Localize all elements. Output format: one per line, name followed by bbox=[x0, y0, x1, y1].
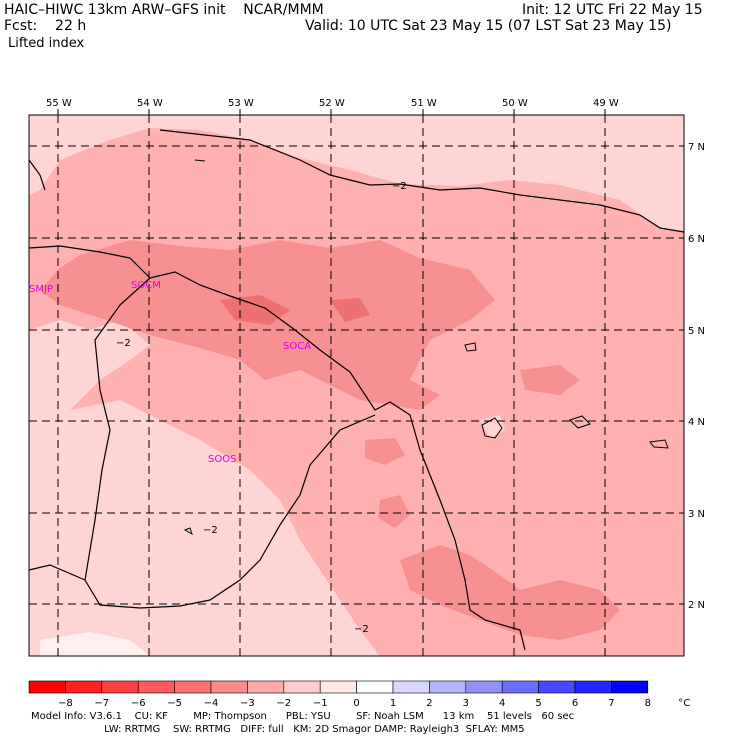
colorbar-swatch bbox=[538, 680, 576, 694]
lat-label: 7 N bbox=[688, 142, 705, 153]
lon-label: 52 W bbox=[319, 98, 345, 109]
coastlines-and-borders bbox=[28, 129, 685, 651]
station-label-smjp: SMJP bbox=[29, 284, 53, 295]
coast-north bbox=[159, 129, 685, 233]
lon-label: 49 W bbox=[593, 98, 619, 109]
lat-label: 2 N bbox=[688, 600, 705, 611]
colorbar-label: −6 bbox=[131, 698, 146, 709]
colorbar-swatch bbox=[137, 680, 175, 694]
colorbar-swatch bbox=[247, 680, 285, 694]
lat-label: 3 N bbox=[688, 509, 705, 520]
model-title: HAIC–HIWC 13km ARW–GFS init NCAR/MMM bbox=[4, 2, 324, 18]
station-label-socm: SOCM bbox=[131, 280, 161, 291]
colorbar-swatch bbox=[28, 680, 66, 694]
colorbar-labels: −8 −7 −6 −5 −4 −3 −2 −1 0 1 2 3 4 5 6 7 8 °C bbox=[58, 698, 690, 709]
colorbar-label: 2 bbox=[426, 698, 432, 709]
station-label-soos: SOOS bbox=[208, 454, 236, 465]
contour-label: −2 bbox=[354, 624, 369, 635]
lifted-index-field-minus3-blob bbox=[378, 495, 410, 528]
colorbar-label: −4 bbox=[204, 698, 219, 709]
lat-label: 4 N bbox=[688, 417, 705, 428]
lon-label: 53 W bbox=[228, 98, 254, 109]
colorbar-label: 1 bbox=[390, 698, 396, 709]
valid-time: Valid: 10 UTC Sat 23 May 15 (07 LST Sat … bbox=[305, 18, 672, 34]
forecast-hour: Fcst: 22 h bbox=[4, 18, 87, 34]
colorbar-swatch bbox=[101, 680, 139, 694]
lifted-index-field-minus3-patch bbox=[365, 438, 405, 465]
colorbar-label: 6 bbox=[572, 698, 578, 709]
colorbar-label: −1 bbox=[313, 698, 328, 709]
colorbar-label: −7 bbox=[94, 698, 109, 709]
lon-axis: 55 W 54 W 53 W 52 W 51 W 50 W 49 W bbox=[46, 98, 619, 109]
lifted-index-field-minus3-south bbox=[400, 545, 620, 640]
lifted-index-field-light-edge bbox=[40, 632, 150, 656]
colorbar-label: 0 bbox=[353, 698, 359, 709]
colorbar-swatch bbox=[319, 680, 357, 694]
lifted-index-field-minus1-blob-a bbox=[190, 515, 270, 565]
lon-label: 51 W bbox=[411, 98, 437, 109]
colorbar-swatch bbox=[501, 680, 539, 694]
lon-label: 54 W bbox=[137, 98, 163, 109]
contour-islands bbox=[183, 159, 669, 536]
border-suriname-south bbox=[28, 564, 86, 581]
station-label-soca: SOCA bbox=[283, 341, 311, 352]
colorbar-label: 4 bbox=[499, 698, 505, 709]
lon-label: 55 W bbox=[46, 98, 72, 109]
colorbar-swatch bbox=[283, 680, 321, 694]
contour-label: −2 bbox=[116, 338, 131, 349]
colorbar-label: °C bbox=[678, 698, 690, 709]
map-frame bbox=[28, 114, 685, 657]
init-time: Init: 12 UTC Fri 22 May 15 bbox=[522, 2, 703, 18]
colorbar-label: −2 bbox=[276, 698, 291, 709]
colorbar-label: 5 bbox=[535, 698, 541, 709]
colorbar-label: 3 bbox=[463, 698, 469, 709]
lifted-index-field-minus3-band bbox=[40, 240, 495, 410]
coastline bbox=[28, 245, 526, 651]
colorbar-label: 8 bbox=[645, 698, 651, 709]
colorbar-label: −5 bbox=[167, 698, 182, 709]
colorbar-swatch bbox=[465, 680, 503, 694]
lifted-index-field-minus1-southwest bbox=[29, 320, 380, 656]
colorbar-swatch bbox=[429, 680, 467, 694]
lat-label: 6 N bbox=[688, 234, 705, 245]
field-name: Lifted index bbox=[8, 36, 85, 51]
colorbar-swatch bbox=[392, 680, 430, 694]
colorbar-label: −3 bbox=[240, 698, 255, 709]
lifted-index-field-minus3-east bbox=[520, 365, 580, 395]
lon-ticks bbox=[57, 109, 606, 115]
model-info-line-2: LW: RRTMG SW: RRTMG DIFF: full KM: 2D Sm… bbox=[31, 724, 525, 735]
model-info-line-1: Model Info: V3.6.1 CU: KF MP: Thompson P… bbox=[31, 711, 575, 722]
colorbar-label: 7 bbox=[608, 698, 614, 709]
colorbar-label: −8 bbox=[58, 698, 73, 709]
border-suriname-guyana bbox=[84, 277, 376, 609]
lifted-index-field-minus4-a bbox=[220, 295, 290, 325]
colorbar-swatch bbox=[65, 680, 103, 694]
river-west bbox=[28, 159, 46, 191]
lifted-index-field-minus1-north bbox=[29, 115, 684, 232]
graticule bbox=[29, 115, 684, 656]
colorbar-swatch bbox=[574, 680, 612, 694]
colorbar-swatch bbox=[356, 680, 394, 694]
lifted-index-field-minus4-b bbox=[330, 298, 370, 322]
lat-axis: 7 N 6 N 5 N 4 N 3 N 2 N bbox=[688, 142, 705, 611]
lat-label: 5 N bbox=[688, 326, 705, 337]
colorbar bbox=[28, 680, 649, 694]
colorbar-swatch bbox=[174, 680, 212, 694]
contour-label: −2 bbox=[392, 181, 407, 192]
colorbar-swatch bbox=[611, 680, 649, 694]
colorbar-swatch bbox=[210, 680, 248, 694]
contour-label: −2 bbox=[203, 525, 218, 536]
lon-label: 50 W bbox=[502, 98, 528, 109]
